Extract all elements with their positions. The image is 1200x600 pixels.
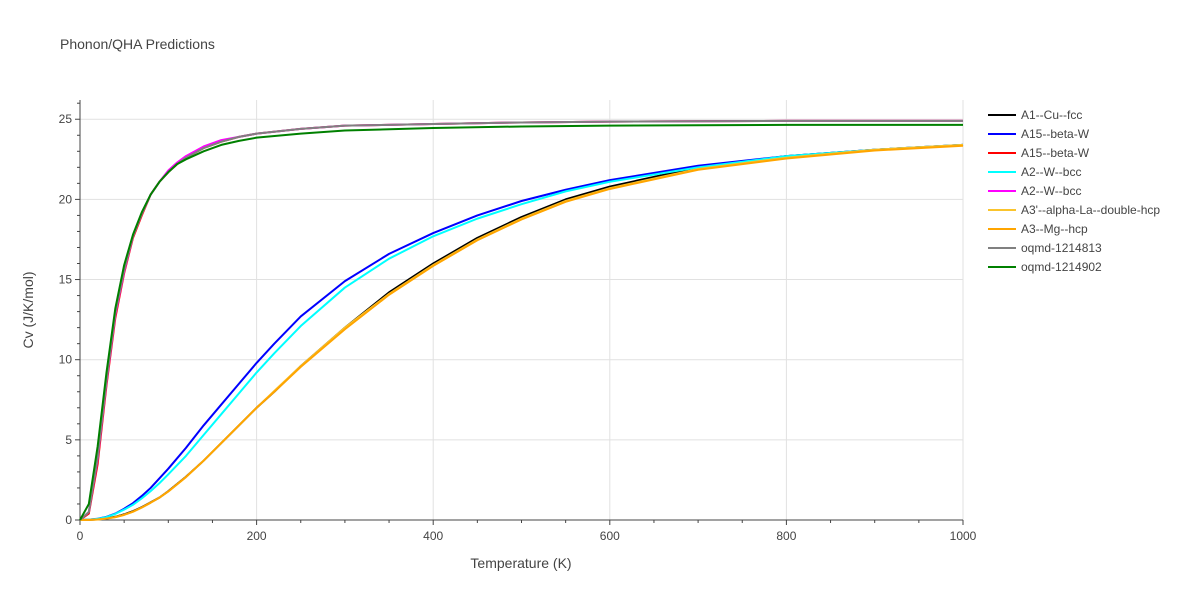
- legend-item[interactable]: oqmd-1214813: [988, 241, 1102, 255]
- legend-item[interactable]: A15--beta-W: [988, 127, 1090, 141]
- legend[interactable]: A1--Cu--fcc A15--beta-W A15--beta-W A2--W--…: [988, 108, 1160, 274]
- legend-label: A1--Cu--fcc: [1021, 108, 1082, 122]
- series-lines: [79, 119, 964, 521]
- x-tick-label: 400: [423, 529, 443, 543]
- series-line-4[interactable]: [79, 119, 963, 521]
- chart-title: Phonon/QHA Predictions: [60, 36, 215, 52]
- legend-label: A3--Mg--hcp: [1021, 222, 1088, 236]
- axes: [75, 100, 964, 525]
- legend-item[interactable]: A2--W--bcc: [988, 165, 1081, 179]
- legend-label: A3'--alpha-La--double-hcp: [1021, 203, 1160, 217]
- series-line-3[interactable]: [79, 143, 964, 521]
- legend-item[interactable]: A3--Mg--hcp: [988, 222, 1088, 236]
- legend-label: A2--W--bcc: [1021, 184, 1081, 198]
- y-tick-label: 25: [59, 112, 73, 126]
- series-line-1[interactable]: [79, 143, 964, 521]
- legend-label: A2--W--bcc: [1021, 165, 1081, 179]
- x-tick-label: 600: [600, 529, 620, 543]
- tick-labels: 0 200 400 600 800 1000 0 5 10 15 20 25: [59, 112, 977, 543]
- legend-item[interactable]: A1--Cu--fcc: [988, 108, 1082, 122]
- y-axis-label: Cv (J/K/mol): [20, 272, 36, 349]
- legend-item[interactable]: A15--beta-W: [988, 146, 1090, 160]
- x-tick-label: 1000: [950, 529, 977, 543]
- legend-label: A15--beta-W: [1021, 127, 1090, 141]
- x-tick-label: 200: [247, 529, 267, 543]
- y-tick-label: 20: [59, 192, 73, 206]
- legend-item[interactable]: A2--W--bcc: [988, 184, 1081, 198]
- legend-label: A15--beta-W: [1021, 146, 1090, 160]
- series-line-8[interactable]: [79, 123, 963, 521]
- y-tick-label: 10: [59, 353, 73, 367]
- y-tick-label: 0: [65, 513, 72, 527]
- legend-item[interactable]: oqmd-1214902: [988, 260, 1102, 274]
- series-line-2[interactable]: [79, 119, 963, 521]
- grid: [80, 100, 964, 520]
- legend-item[interactable]: A3'--alpha-La--double-hcp: [988, 203, 1160, 217]
- legend-label: oqmd-1214813: [1021, 241, 1102, 255]
- x-tick-label: 800: [776, 529, 796, 543]
- x-tick-label: 0: [77, 529, 84, 543]
- series-line-6[interactable]: [79, 144, 964, 521]
- series-line-7[interactable]: [79, 119, 963, 521]
- x-axis-label: Temperature (K): [470, 555, 571, 571]
- legend-label: oqmd-1214902: [1021, 260, 1102, 274]
- y-tick-label: 15: [59, 273, 73, 287]
- y-tick-label: 5: [65, 433, 72, 447]
